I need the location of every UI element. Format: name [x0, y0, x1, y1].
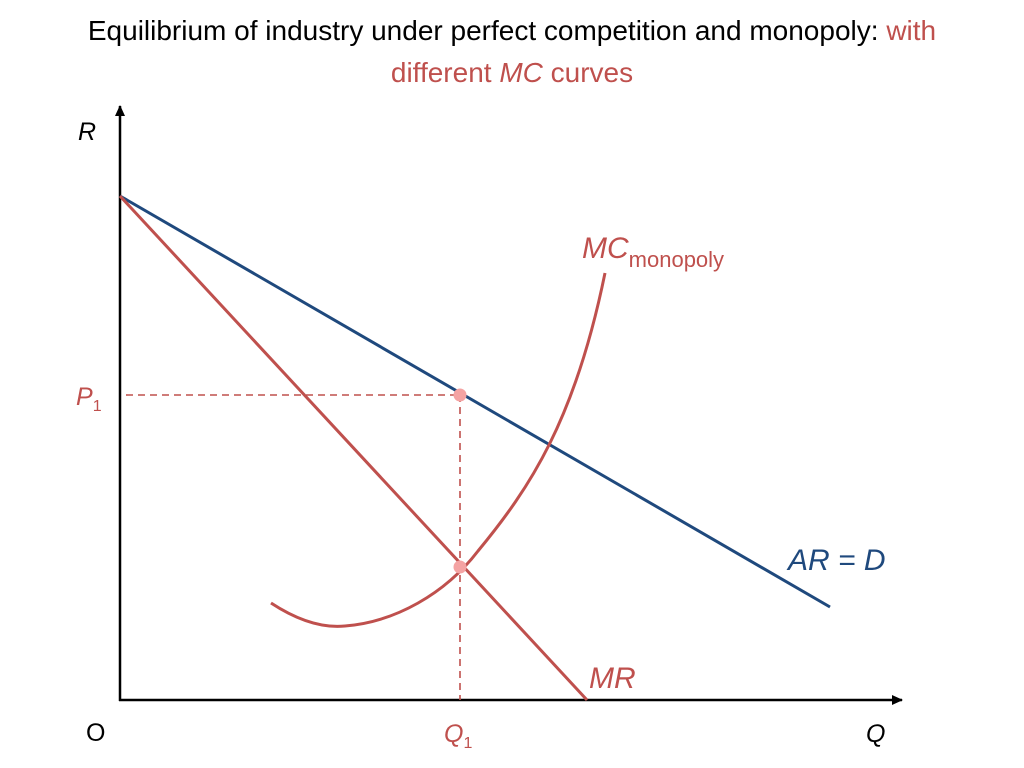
price-point: [453, 388, 467, 402]
y-axis-label: R: [78, 118, 96, 146]
title-line2-pre: different: [390, 57, 500, 88]
title-line1-text: Equilibrium of industry under perfect co…: [87, 15, 887, 46]
ar-d-label: AR = D: [786, 544, 886, 577]
slide-title: Equilibrium of industry under perfect co…: [12, 10, 1012, 94]
title-line1-accent: with: [886, 15, 937, 46]
x-axis-label: Q: [866, 720, 885, 748]
origin-label: O: [86, 719, 105, 747]
q1-label: Q1: [444, 720, 472, 752]
mc-label-main: MC: [582, 232, 629, 265]
mc-label-sub: monopoly: [629, 247, 724, 272]
ar-demand-line: [119, 194, 831, 609]
title-line2-post: curves: [542, 57, 634, 88]
q1-label-sub: 1: [463, 735, 472, 752]
q1-label-main: Q: [444, 720, 463, 748]
mr-line: [118, 194, 589, 702]
p1-label-sub: 1: [93, 398, 102, 415]
mc-monopoly-curve: [270, 272, 607, 628]
mc-mr-intersection-point: [453, 560, 467, 574]
title-line2-mc: MC: [499, 57, 543, 88]
p1-label-main: P: [76, 383, 93, 411]
p1-label: P1: [76, 383, 102, 415]
mc-monopoly-label: MCmonopoly: [582, 232, 724, 272]
mr-label: MR: [589, 662, 636, 695]
